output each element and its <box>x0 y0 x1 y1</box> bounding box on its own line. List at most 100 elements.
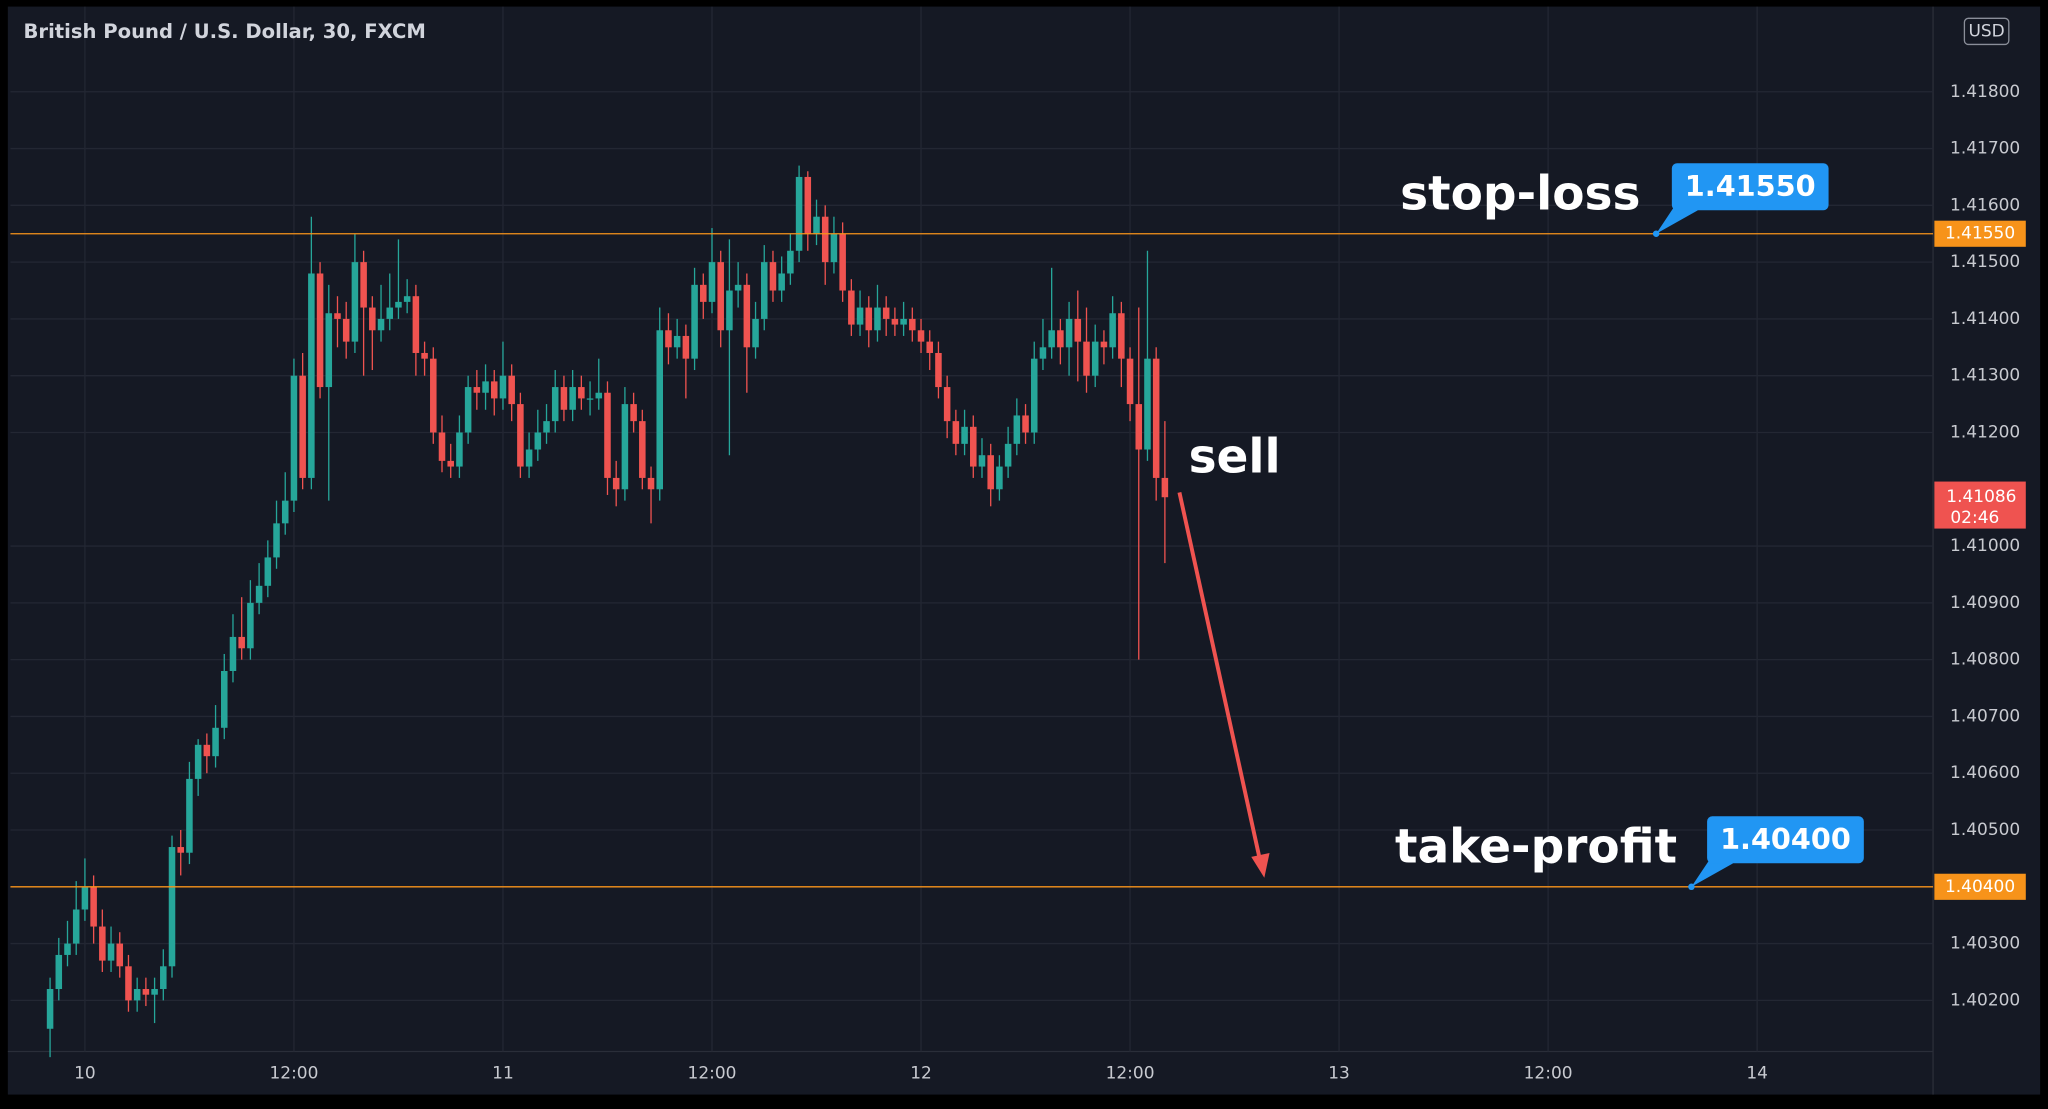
x-tick-label: 13 <box>1328 1064 1350 1084</box>
candle-body <box>708 262 716 302</box>
candle-body <box>909 318 916 331</box>
y-tick-label: 1.41400 <box>1950 309 2020 329</box>
candle-body <box>787 250 794 274</box>
candle-body <box>1013 415 1021 444</box>
candle-body <box>412 296 420 353</box>
candle-body <box>1065 318 1073 348</box>
candle-body <box>900 318 907 325</box>
y-tick-label: 1.40900 <box>1950 593 2020 613</box>
candle-body <box>813 216 820 234</box>
candle-body <box>290 375 298 501</box>
candle-body <box>281 500 289 524</box>
candle-body <box>604 392 611 478</box>
candle-body <box>525 449 533 467</box>
candle-body <box>569 387 576 410</box>
candle-body <box>856 307 864 325</box>
candle-body <box>116 943 124 967</box>
y-tick-label: 1.41200 <box>1950 422 2020 442</box>
y-tick-label: 1.40200 <box>1950 990 2020 1010</box>
candles <box>46 165 1169 1058</box>
candle-body <box>1057 330 1064 348</box>
x-tick-label: 11 <box>492 1064 514 1084</box>
candle-body <box>421 352 428 359</box>
callout-box <box>1707 816 1864 864</box>
candle-body <box>499 375 507 399</box>
candle-body <box>447 460 454 467</box>
candle-body <box>996 466 1003 490</box>
candle-body <box>64 943 71 955</box>
candle-body <box>229 636 237 672</box>
x-tick-label: 12 <box>910 1064 932 1084</box>
candle-body <box>160 966 167 990</box>
candle-body <box>403 296 411 302</box>
candle-body <box>795 176 803 251</box>
y-tick-label: 1.41800 <box>1950 82 2020 102</box>
candle-body <box>1083 341 1090 376</box>
callout-box <box>1671 163 1829 211</box>
candle-body <box>342 318 350 342</box>
candle-body <box>830 233 838 263</box>
y-tick-label: 1.41600 <box>1950 195 2020 215</box>
overlays: 1.41550 1.41550 stop-loss 1.40400 1.40400 tak… <box>10 163 2026 900</box>
candle-body <box>952 421 960 444</box>
candle-body <box>212 727 219 757</box>
candle-body <box>970 426 977 467</box>
candle-body <box>578 387 585 399</box>
last-price-label: 1.41086 <box>1946 487 2016 507</box>
candle-body <box>551 387 559 422</box>
candle-body <box>438 432 446 461</box>
candle-body <box>325 313 333 388</box>
candle-body <box>377 318 385 331</box>
candle-body <box>804 176 812 234</box>
candle-body <box>142 989 150 995</box>
candle-body <box>386 307 394 319</box>
candle-body <box>1074 318 1082 342</box>
candle-body <box>891 318 899 325</box>
candle-body <box>534 432 542 450</box>
candle-body <box>673 335 681 348</box>
callout-anchor <box>1688 883 1695 891</box>
candle-body <box>1091 341 1099 376</box>
candle-body <box>926 341 933 353</box>
candle-body <box>760 262 768 319</box>
candle-body <box>1004 443 1012 467</box>
candle-body <box>133 989 141 1001</box>
candle-body <box>935 352 942 388</box>
x-tick-label: 12:00 <box>1106 1064 1155 1084</box>
y-tick-label: 1.41000 <box>1950 536 2020 556</box>
y-tick-label: 1.41700 <box>1950 139 2020 159</box>
candle-body <box>1161 477 1169 498</box>
candle-body <box>743 284 751 348</box>
candle-body <box>700 284 707 302</box>
candle-body <box>72 909 80 944</box>
candle-body <box>1118 313 1125 359</box>
level-tag <box>1934 220 2026 247</box>
candle-body <box>682 335 690 359</box>
level-name: stop-loss <box>1400 167 1640 222</box>
candle-body <box>665 330 672 348</box>
candle-body <box>621 404 629 490</box>
candle-body <box>369 307 376 331</box>
y-tick-label: 1.41300 <box>1950 366 2020 386</box>
candle-body <box>395 301 402 308</box>
candle-body <box>778 273 785 291</box>
candle-body <box>734 284 742 291</box>
candle-body <box>351 262 359 342</box>
candle-body <box>821 216 829 263</box>
candle-body <box>987 455 994 490</box>
candle-body <box>630 404 637 422</box>
callout-label: 1.41550 <box>1685 169 1816 203</box>
sell-arrow-head <box>1251 852 1270 878</box>
candle-body <box>691 284 698 359</box>
candle-body <box>299 375 306 478</box>
countdown-label: 02:46 <box>1950 508 1999 528</box>
x-tick-label: 12:00 <box>269 1064 318 1084</box>
candle-body <box>107 943 115 961</box>
candle-body <box>752 318 759 348</box>
candle-body <box>194 744 202 779</box>
candle-body <box>55 954 63 990</box>
candle-body <box>490 381 498 399</box>
candle-body <box>1039 347 1047 359</box>
